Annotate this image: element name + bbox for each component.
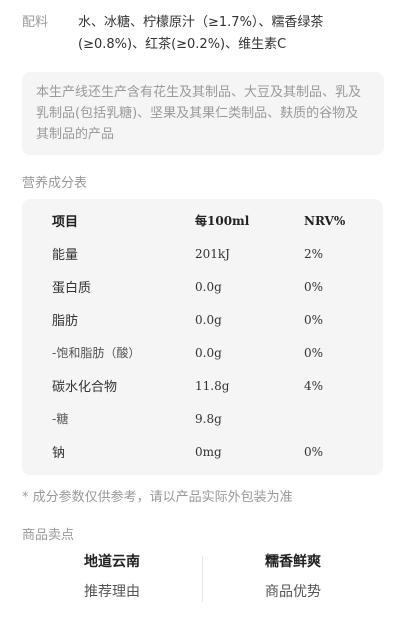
table-row: 蛋白质 0.0g 0% [22,270,383,303]
row-per100: 0.0g [195,279,222,294]
nutrition-disclaimer: * 成分参数仅供参考，请以产品实际外包装为准 [22,490,293,505]
selling-points-title: 商品卖点 [22,528,75,543]
table-row: 脂肪 0.0g 0% [22,303,383,336]
table-row: -糖 9.8g [22,402,383,435]
divider [202,556,203,602]
row-per100: 11.8g [195,378,230,393]
selling-point-title: 糯香鲜爽 [265,554,321,570]
row-per100: 0.0g [195,312,222,327]
ingredients-label: 配料 [22,15,49,30]
selling-point-flavor: 糯香鲜爽 商品优势 [203,552,383,602]
row-per100: 0mg [195,444,222,459]
header-per100: 每100ml [195,214,250,228]
selling-point-subtitle: 商品优势 [265,584,321,600]
ingredients-row: 配料 水、冰糖、柠檬原汁（≥1.7%）、糯香绿茶(≥0.8%)、红茶(≥0.2%… [22,12,382,56]
nutrition-title: 营养成分表 [22,176,88,191]
selling-point-title: 地道云南 [84,554,140,570]
row-nrv: 0% [304,279,324,294]
allergen-notice: 本生产线还生产含有花生及其制品、大豆及其制品、乳及乳制品(包括乳糖)、坚果及其果… [22,72,384,155]
row-nrv: 4% [304,378,324,393]
row-nrv: 0% [304,444,324,459]
row-per100: 9.8g [195,411,222,426]
row-item: 钠 [52,446,66,461]
row-nrv: 0% [304,345,324,360]
selling-points: 地道云南 推荐理由 糯香鲜爽 商品优势 [22,552,383,604]
selling-point-subtitle: 推荐理由 [84,584,140,600]
table-row: 碳水化合物 11.8g 4% [22,369,383,402]
nutrition-table: 项目 每100ml NRV% 能量 201kJ 2% 蛋白质 0.0g 0% 脂… [22,199,383,475]
header-item: 项目 [52,215,79,230]
table-row: -饱和脂肪（酸） 0.0g 0% [22,336,383,369]
selling-point-origin: 地道云南 推荐理由 [22,552,202,602]
row-item: 能量 [52,248,79,263]
row-item: 蛋白质 [52,281,92,296]
row-item: -糖 [52,412,69,426]
row-item: 脂肪 [52,314,79,329]
row-item: -饱和脂肪（酸） [52,346,141,360]
row-nrv: 0% [304,312,324,327]
row-item: 碳水化合物 [52,380,118,395]
row-per100: 0.0g [195,345,222,360]
table-row: 能量 201kJ 2% [22,237,383,270]
row-nrv: 2% [304,246,324,261]
header-nrv: NRV% [304,213,346,228]
table-row: 钠 0mg 0% [22,435,383,468]
nutrition-header-row: 项目 每100ml NRV% [22,204,383,237]
ingredients-value: 水、冰糖、柠檬原汁（≥1.7%）、糯香绿茶(≥0.8%)、红茶(≥0.2%)、维… [78,15,324,52]
row-per100: 201kJ [195,246,230,261]
